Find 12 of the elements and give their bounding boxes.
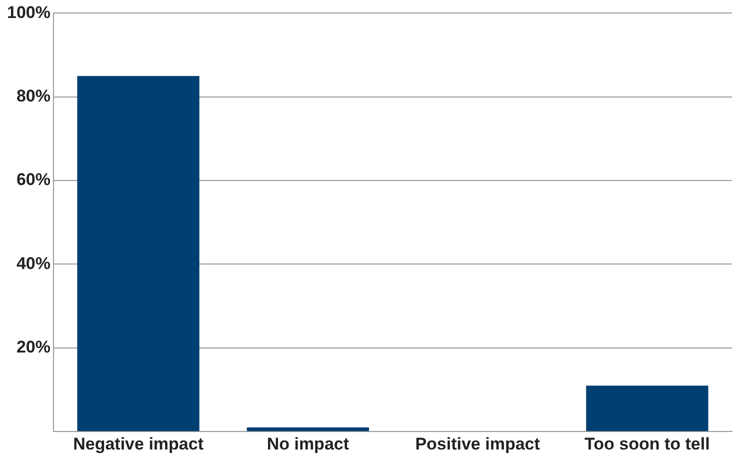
x-tick-label: Too soon to tell [584,434,710,454]
x-tick-label: Positive impact [415,434,540,454]
y-tick-label: 80% [16,86,50,106]
y-tick-label: 20% [16,338,50,357]
y-tick-label: 100% [6,2,50,22]
x-tick-label: Negative impact [73,434,204,454]
bar [77,76,200,432]
bar [246,427,369,432]
y-tick-label: 40% [16,254,50,273]
bar [586,386,708,432]
x-tick-label: No impact [266,434,350,454]
y-tick-label: 60% [16,170,50,190]
